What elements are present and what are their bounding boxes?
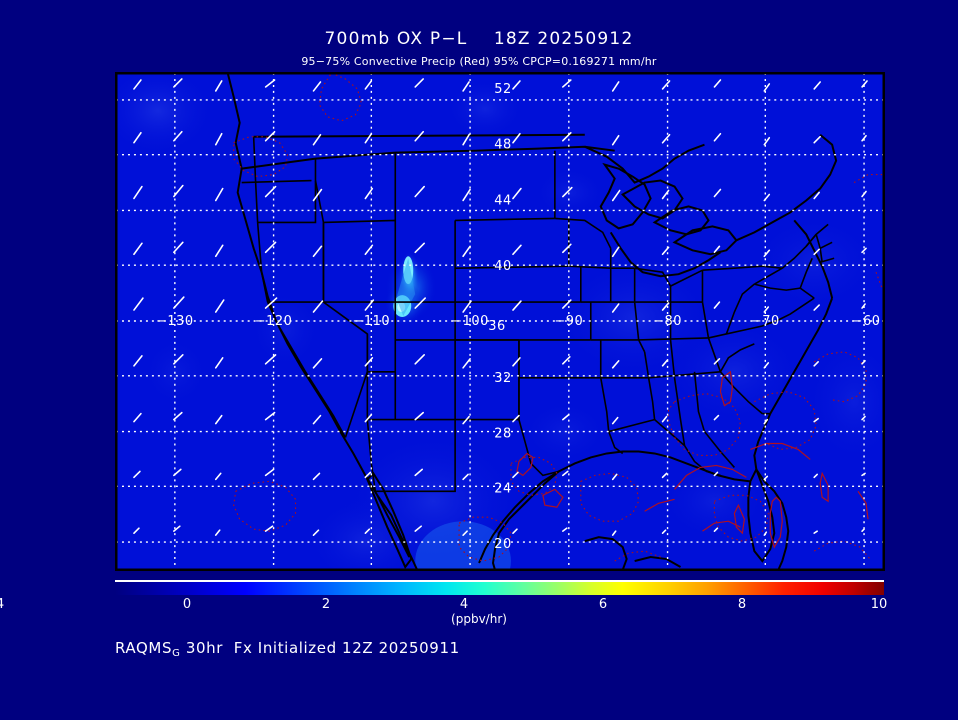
- convective-precip-contours-dotted: [233, 73, 883, 562]
- lat-label: 20: [494, 537, 511, 552]
- map-frame: [116, 73, 884, 570]
- lon-label: −70: [751, 314, 780, 329]
- lat-label: 28: [494, 427, 511, 442]
- concentration-field: [116, 73, 884, 570]
- colorbar-units-label: (ppbv/hr): [451, 612, 507, 626]
- lat-label: 24: [494, 481, 511, 496]
- footer-model-subscript: G: [172, 648, 181, 659]
- lat-label: 40: [494, 259, 511, 274]
- lon-label: −80: [653, 314, 682, 329]
- ozone-plume-colorado: [384, 251, 438, 326]
- lon-label: −90: [554, 314, 583, 329]
- colorbar-tick: 6: [598, 597, 608, 612]
- page-subtitle: 95−75% Convective Precip (Red) 95% CPCP=…: [301, 55, 657, 68]
- lat-label: 48: [494, 138, 511, 153]
- colorbar-tick: 4: [0, 597, 30, 612]
- footer-forecast-info: 30hr Fx Initialized 12Z 20250911: [180, 639, 460, 657]
- footer-model-name: RAQMS: [115, 639, 173, 657]
- lon-label: −120: [255, 314, 293, 329]
- wind-vectors: [133, 78, 868, 536]
- colorbar-tick: 2: [321, 597, 331, 612]
- colorbar-tick: 4: [459, 597, 469, 612]
- lat-label: 44: [494, 193, 511, 208]
- page-title: 700mb OX P−L 18Z 20250912: [324, 29, 634, 49]
- lon-label: −100: [451, 314, 489, 329]
- lon-label: −110: [353, 314, 391, 329]
- convective-precip-contours: [516, 370, 869, 549]
- longitude-labels: −130 −120 −110 −100 −90 −80 −70 −60: [156, 314, 880, 329]
- colorbar[interactable]: [115, 580, 884, 595]
- latitude-gridlines: [116, 99, 884, 543]
- lat-label: 52: [494, 82, 511, 97]
- lon-label: −130: [156, 314, 194, 329]
- map-panel[interactable]: −130 −120 −110 −100 −90 −80 −70 −60 52 4…: [115, 72, 885, 571]
- colorbar-gradient[interactable]: [115, 580, 884, 595]
- colorbar-tick: 10: [870, 597, 888, 612]
- latitude-labels: 52 48 44 40 36 32 28 24 20: [488, 82, 511, 552]
- map-canvas[interactable]: −130 −120 −110 −100 −90 −80 −70 −60 52 4…: [116, 73, 884, 570]
- coastlines-and-borders: [226, 73, 838, 570]
- state-boundaries: [241, 136, 835, 493]
- lon-label: −60: [852, 314, 881, 329]
- footer-caption: RAQMSG 30hr Fx Initialized 12Z 20250911: [115, 639, 460, 659]
- lat-label: 32: [494, 371, 511, 386]
- colorbar-tick: 8: [737, 597, 747, 612]
- colorbar-tick: 0: [182, 597, 192, 612]
- longitude-gridlines: [174, 73, 865, 570]
- lat-label: 36: [488, 319, 505, 334]
